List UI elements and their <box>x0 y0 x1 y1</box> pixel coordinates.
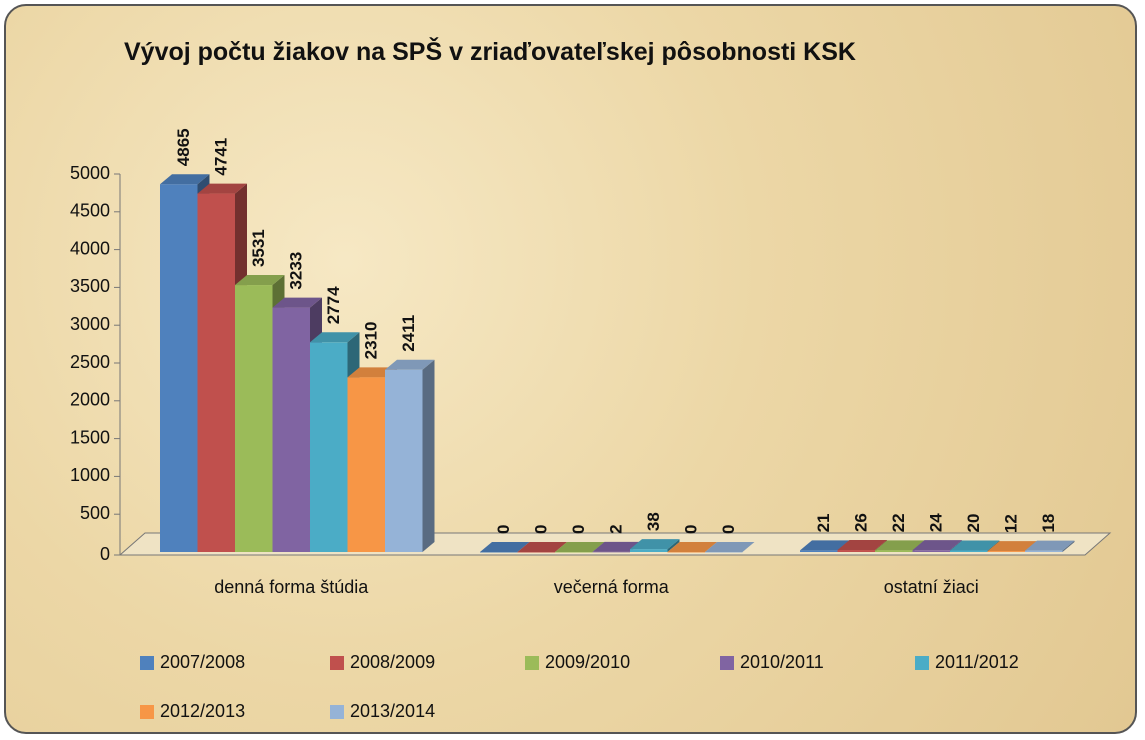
legend-swatch <box>525 656 539 670</box>
bar-top <box>875 540 925 551</box>
bar-top <box>592 541 642 552</box>
bar-top <box>347 367 397 378</box>
bar-top <box>705 542 755 552</box>
value-label: 3233 <box>287 252 306 290</box>
bar <box>160 184 198 552</box>
legend-label: 2013/2014 <box>350 701 435 721</box>
bar <box>950 550 988 552</box>
value-label: 26 <box>852 513 871 532</box>
value-label: 2 <box>607 524 626 533</box>
value-label: 3531 <box>249 229 268 267</box>
y-tick-label: 5000 <box>70 163 110 183</box>
bar-top <box>385 359 435 370</box>
bar <box>555 552 593 553</box>
bar-top <box>630 539 680 550</box>
y-tick-label: 2500 <box>70 352 110 372</box>
bar-top <box>310 332 360 343</box>
bar <box>310 342 348 552</box>
bar <box>800 550 838 552</box>
value-label: 22 <box>889 513 908 532</box>
bar <box>385 369 423 552</box>
bar-top <box>555 542 605 552</box>
value-label: 2310 <box>362 322 381 360</box>
value-label: 0 <box>532 525 551 534</box>
legend-swatch <box>330 656 344 670</box>
bar <box>875 550 913 552</box>
legend-label: 2009/2010 <box>545 652 630 672</box>
bar-top <box>197 183 247 194</box>
bar-top <box>987 541 1037 552</box>
chart-title: Vývoj počtu žiakov na SPŠ v zriaďovateľs… <box>124 38 856 66</box>
legend-label: 2007/2008 <box>160 652 245 672</box>
bar-top <box>800 540 850 551</box>
bar-top <box>950 540 1000 551</box>
bar <box>272 307 310 552</box>
y-tick-label: 3000 <box>70 314 110 334</box>
y-tick-label: 4000 <box>70 238 110 258</box>
value-label: 0 <box>719 525 738 534</box>
bar-top <box>235 275 285 286</box>
bar <box>592 551 630 553</box>
legend-swatch <box>915 656 929 670</box>
legend-swatch <box>330 705 344 719</box>
bar <box>667 552 705 553</box>
y-tick-label: 2000 <box>70 390 110 410</box>
x-tick-label: večerná forma <box>554 577 670 597</box>
legend-swatch <box>140 705 154 719</box>
value-label: 2411 <box>399 315 418 352</box>
legend-label: 2010/2011 <box>740 652 824 672</box>
bar <box>1025 550 1063 552</box>
legend-label: 2011/2012 <box>935 652 1019 672</box>
bar-top <box>1025 540 1075 551</box>
bar-top <box>837 540 887 551</box>
x-tick-label: ostatní žiaci <box>884 577 979 597</box>
bar-top <box>160 174 210 185</box>
y-tick-label: 0 <box>100 544 110 564</box>
value-label: 0 <box>494 525 513 534</box>
bar <box>347 377 385 552</box>
bar <box>517 552 555 553</box>
y-tick-label: 3500 <box>70 276 110 296</box>
value-label: 0 <box>682 525 701 534</box>
bar-top <box>272 297 322 308</box>
bar-top <box>667 542 717 552</box>
legend-swatch <box>720 656 734 670</box>
value-label: 4865 <box>174 128 193 166</box>
bar <box>235 285 273 552</box>
value-label: 21 <box>814 513 833 532</box>
bar-top <box>912 540 962 551</box>
value-label: 38 <box>644 512 663 531</box>
bar <box>912 550 950 552</box>
y-tick-label: 500 <box>80 503 110 523</box>
bar-top <box>517 542 567 552</box>
bar-top <box>480 542 530 552</box>
bar <box>480 552 518 553</box>
y-tick-label: 1000 <box>70 465 110 485</box>
value-label: 0 <box>569 525 588 534</box>
bar <box>987 551 1025 552</box>
bar <box>630 549 668 552</box>
y-tick-label: 4500 <box>70 201 110 221</box>
x-tick-label: denná forma štúdia <box>214 577 369 597</box>
value-label: 2774 <box>324 286 343 324</box>
bar <box>197 193 235 553</box>
bar <box>837 550 875 552</box>
legend-swatch <box>140 656 154 670</box>
y-tick-label: 1500 <box>70 427 110 447</box>
bar-side <box>1062 540 1075 552</box>
legend-label: 2012/2013 <box>160 701 245 721</box>
value-label: 4741 <box>212 138 231 176</box>
value-label: 24 <box>927 513 946 532</box>
bar <box>705 552 743 553</box>
legend-label: 2008/2009 <box>350 652 435 672</box>
value-label: 20 <box>964 514 983 533</box>
value-label: 12 <box>1002 514 1021 533</box>
bar-side <box>422 359 435 552</box>
value-label: 18 <box>1039 514 1058 533</box>
bar-side <box>667 539 680 552</box>
